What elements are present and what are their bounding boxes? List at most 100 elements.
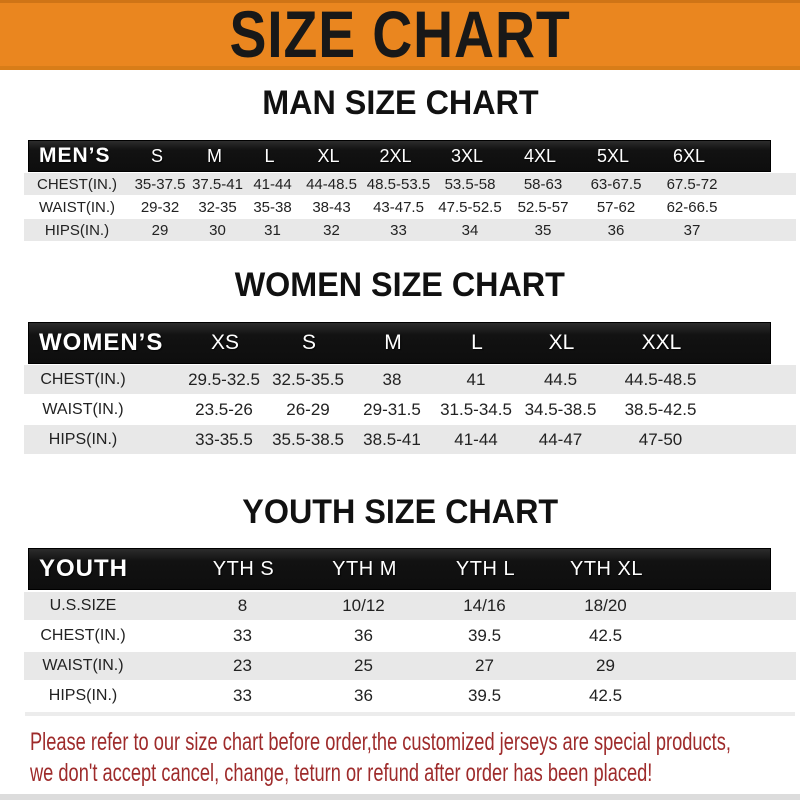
men-section-heading: MAN SIZE CHART <box>0 83 800 124</box>
size-value: 35-37.5 <box>134 175 186 193</box>
size-value: 37 <box>683 221 701 239</box>
table-row: CHEST(IN.) 35-37.5 37.5-41 41-44 44-48.5 48.5… <box>24 173 796 195</box>
men-size-table: MEN’S S M L XL 2XL 3XL 4XL 5XL 6XL CHEST(IN.) 35-3… <box>24 140 796 241</box>
row-label: HIPS(IN.) <box>44 221 110 239</box>
size-value: 29-32 <box>140 198 180 216</box>
size-column-header: 4XL <box>523 145 557 166</box>
table-row: CHEST(IN.) 29.5-32.5 32.5-35.5 38 41 44.5 44.5… <box>24 365 796 394</box>
row-label: HIPS(IN.) <box>48 687 118 704</box>
size-value: 27 <box>475 656 494 675</box>
table-rows: U.S.SIZE 8 10/12 14/16 18/20 CHEST(IN.) 33 36 39… <box>24 592 796 710</box>
size-column-header: 6XL <box>672 145 706 166</box>
size-column-header: XS <box>210 331 239 354</box>
size-value: 44-47 <box>538 429 583 449</box>
size-value: 25 <box>354 656 373 675</box>
size-value: 39.5 <box>467 686 502 705</box>
size-column-header: 3XL <box>450 145 484 166</box>
size-value: 39.5 <box>467 626 502 645</box>
banner-title: SIZE CHART <box>229 0 571 71</box>
table-rows: CHEST(IN.) 29.5-32.5 32.5-35.5 38 41 44.5 44.5… <box>24 365 796 454</box>
size-column-header: S <box>150 145 163 166</box>
youth-section: YOUTH SIZE CHART YOUTH YTH S YTH M YTH L YTH… <box>0 492 800 710</box>
table-row: WAIST(IN.) 23.5-26 26-29 29-31.5 31.5-34.5 34… <box>24 395 796 424</box>
size-value: 29.5-32.5 <box>188 369 260 389</box>
table-row: HIPS(IN.) 29 30 31 32 33 34 35 36 37 <box>24 219 796 241</box>
size-value: 8 <box>237 596 248 615</box>
row-label: CHEST(IN.) <box>37 175 117 193</box>
table-header-bar: WOMEN’S XS S M L XL XXL <box>28 322 771 364</box>
size-value: 23 <box>233 656 252 675</box>
size-value: 29-31.5 <box>363 399 421 419</box>
size-value: 38.5-42.5 <box>624 399 697 419</box>
size-value: 29 <box>151 221 169 239</box>
table-title: YOUTH <box>39 555 128 582</box>
size-column-header: M <box>384 331 402 354</box>
youth-section-heading: YOUTH SIZE CHART <box>0 492 800 533</box>
size-value: 47.5-52.5 <box>438 198 502 216</box>
size-value: 38.5-41 <box>363 429 421 449</box>
table-header-bar: MEN’S S M L XL 2XL 3XL 4XL 5XL 6XL <box>28 140 771 172</box>
size-value: 67.5-72 <box>666 175 718 193</box>
size-value: 31.5-34.5 <box>440 399 512 419</box>
table-rows: CHEST(IN.) 35-37.5 37.5-41 41-44 44-48.5 48.5… <box>24 173 796 241</box>
size-column-header: YTH S <box>212 557 275 580</box>
row-label: HIPS(IN.) <box>48 430 118 448</box>
table-row: HIPS(IN.) 33-35.5 35.5-38.5 38.5-41 41-44 44-… <box>24 425 796 454</box>
table-title: MEN’S <box>39 144 111 167</box>
table-row: HIPS(IN.) 33 36 39.5 42.5 <box>24 682 796 710</box>
size-value: 62-66.5 <box>666 198 718 216</box>
size-value: 32.5-35.5 <box>272 369 344 389</box>
size-value: 34 <box>461 221 479 239</box>
size-value: 26-29 <box>286 399 330 419</box>
row-label: WAIST(IN.) <box>42 400 124 418</box>
size-value: 38 <box>382 369 402 389</box>
row-label: U.S.SIZE <box>49 597 117 614</box>
size-column-header: XXL <box>641 331 682 354</box>
footer-line-1: Please refer to our size chart before or… <box>30 728 731 756</box>
size-value: 48.5-53.5 <box>366 175 431 193</box>
size-value: 33 <box>390 221 407 239</box>
youth-section-heading-text: YOUTH SIZE CHART <box>242 493 558 531</box>
size-column-header: XL <box>548 331 575 354</box>
size-column-header: S <box>301 331 316 354</box>
size-value: 43-47.5 <box>373 198 424 216</box>
size-value: 36 <box>354 686 373 705</box>
table-title: WOMEN’S <box>39 329 164 356</box>
size-value: 31 <box>264 221 281 239</box>
size-value: 44-48.5 <box>306 175 357 193</box>
size-column-header: L <box>264 145 275 166</box>
size-value: 34.5-38.5 <box>524 399 597 419</box>
size-value: 52.5-57 <box>517 198 569 216</box>
size-value: 41-44 <box>253 175 292 193</box>
footer-note: Please refer to our size chart before or… <box>0 727 800 789</box>
women-section: WOMEN SIZE CHART WOMEN’S XS S M L XL XXL CHEST… <box>0 265 800 454</box>
size-value: 57-62 <box>596 198 636 216</box>
size-value: 53.5-58 <box>444 175 496 193</box>
size-column-header: L <box>471 331 483 354</box>
size-value: 38-43 <box>312 198 351 216</box>
size-value: 44.5-48.5 <box>624 369 697 389</box>
size-value: 14/16 <box>463 596 506 615</box>
size-value: 35-38 <box>253 198 292 216</box>
row-label: WAIST(IN.) <box>38 198 116 216</box>
table-row: WAIST(IN.) 23 25 27 29 <box>24 652 796 680</box>
size-value: 33 <box>233 626 252 645</box>
table-header-bar: YOUTH YTH S YTH M YTH L YTH XL <box>28 548 771 590</box>
size-value: 36 <box>607 221 625 239</box>
size-value: 30 <box>209 221 226 239</box>
row-label: WAIST(IN.) <box>42 657 124 674</box>
bottom-strip <box>0 794 800 800</box>
footer-line-2: we don't accept cancel, change, teturn o… <box>30 759 653 787</box>
size-value: 18/20 <box>584 596 627 615</box>
row-label: CHEST(IN.) <box>40 627 126 644</box>
row-label: CHEST(IN.) <box>40 370 126 388</box>
men-section-heading-text: MAN SIZE CHART <box>261 84 539 122</box>
women-section-heading: WOMEN SIZE CHART <box>0 265 800 306</box>
women-size-table: WOMEN’S XS S M L XL XXL CHEST(IN.) 29.5-32.5 32.… <box>24 322 796 454</box>
size-value: 23.5-26 <box>195 399 253 419</box>
size-value: 41 <box>466 369 486 389</box>
size-value: 47-50 <box>638 429 683 449</box>
size-column-header: YTH M <box>332 557 397 580</box>
size-value: 29 <box>596 656 615 675</box>
